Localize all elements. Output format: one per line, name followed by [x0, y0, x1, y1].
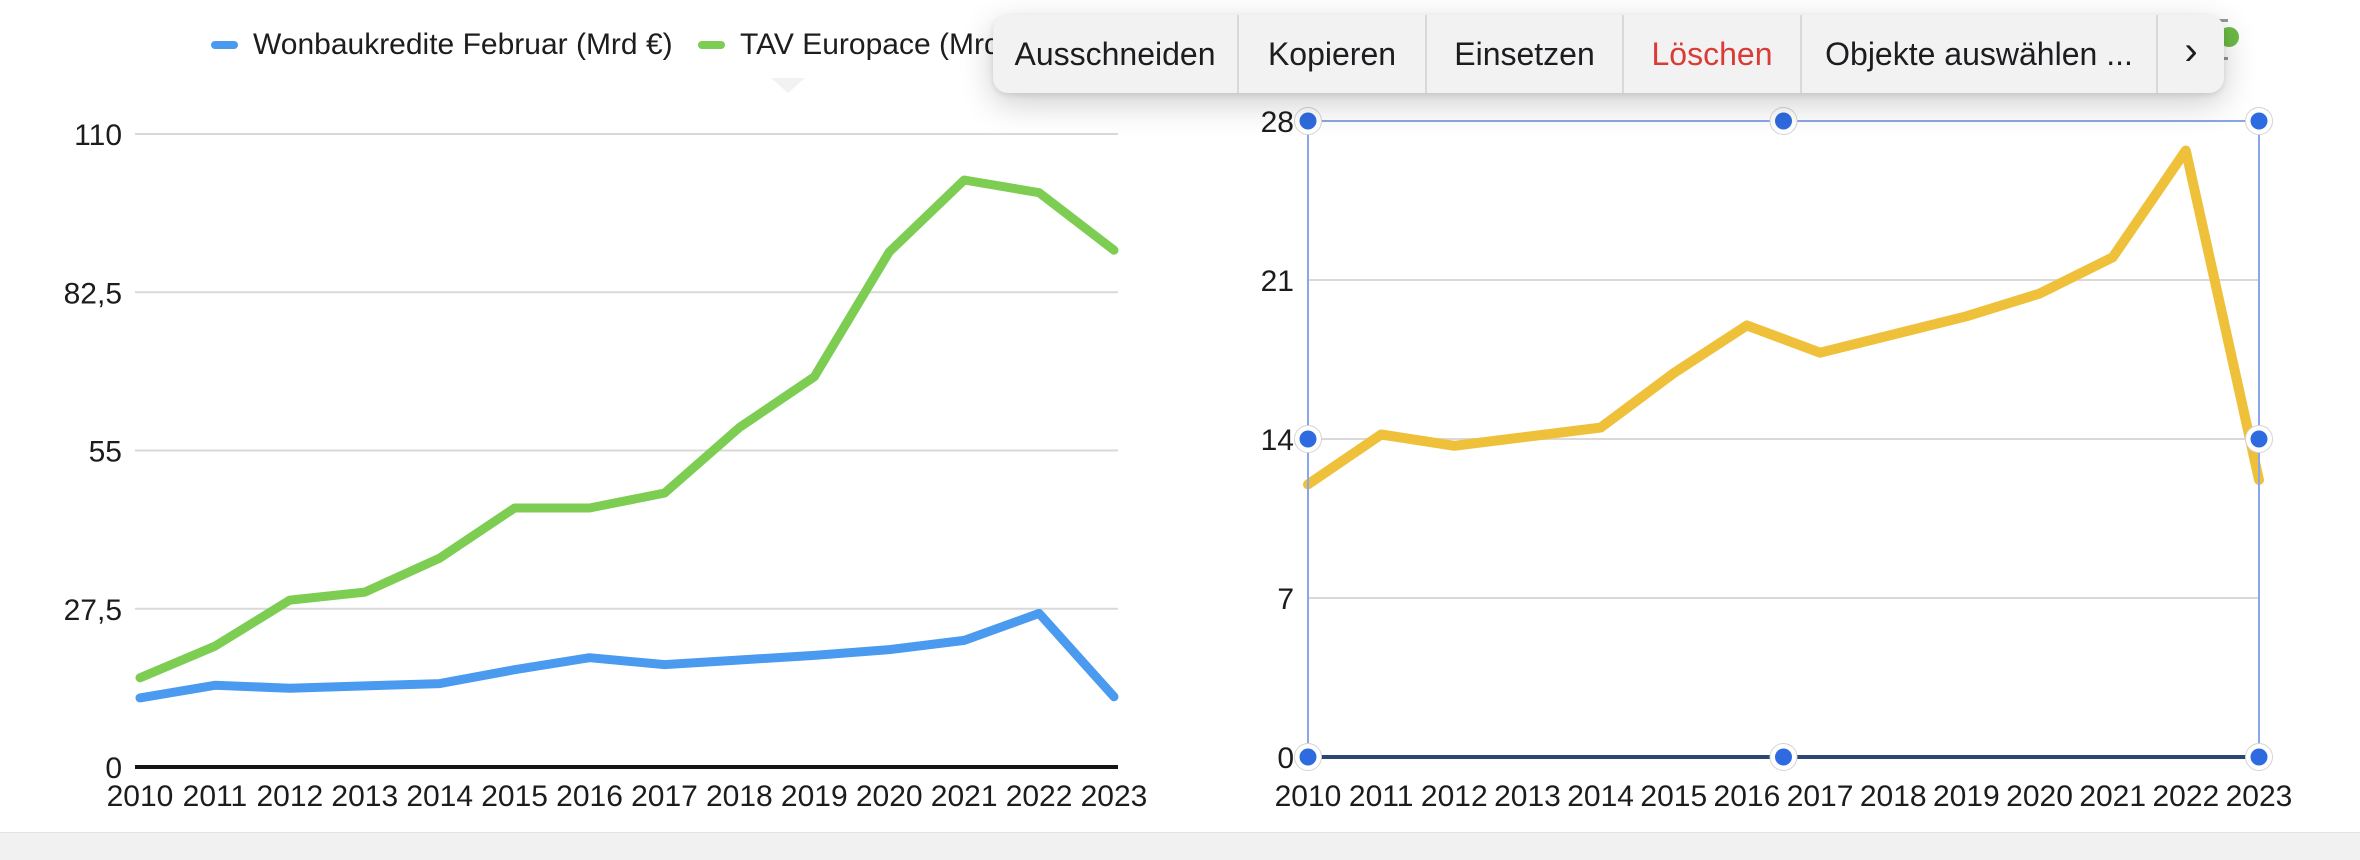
handle-dot-icon — [1299, 112, 1317, 130]
legend-dash-green — [698, 41, 725, 49]
handle-dot-icon — [2250, 112, 2268, 130]
handle-dot-icon — [1299, 430, 1317, 448]
x-tick-label: 2022 — [1006, 780, 1073, 813]
x-tick-label: 2023 — [2226, 780, 2293, 813]
legend-dash-blue — [211, 41, 238, 49]
y-tick-label: 0 — [105, 752, 122, 785]
y-tick-label: 27,5 — [64, 594, 122, 627]
selection-handle[interactable] — [2245, 107, 2273, 135]
x-tick-label: 2011 — [1349, 780, 1414, 813]
series-line-0[interactable] — [1303, 145, 2264, 490]
x-tick-label: 2020 — [856, 780, 923, 813]
menu-item-cut[interactable]: Ausschneiden — [993, 15, 1239, 93]
selection-overlay — [1294, 107, 2273, 771]
legend-item-wonbaukredite[interactable]: Wonbaukredite Februar (Mrd €) — [211, 27, 673, 63]
legend-label: Wonbaukredite Februar (Mrd €) — [253, 28, 673, 61]
x-tick-label: 2017 — [631, 780, 698, 813]
menu-item-paste[interactable]: Einsetzen — [1427, 15, 1624, 93]
y-tick-label: 21 — [1261, 265, 1294, 298]
x-tick-label: 2021 — [2079, 780, 2146, 813]
x-tick-label: 2013 — [331, 780, 398, 813]
x-tick-label: 2018 — [706, 780, 773, 813]
menu-item-select-objects[interactable]: Objekte auswählen ... — [1802, 15, 2158, 93]
y-tick-label: 82,5 — [64, 277, 122, 310]
series-line-0[interactable] — [135, 608, 1119, 703]
x-tick-label: 2019 — [781, 780, 848, 813]
x-tick-label: 2013 — [1494, 780, 1561, 813]
x-tick-label: 2021 — [931, 780, 998, 813]
x-tick-label: 2017 — [1787, 780, 1854, 813]
x-tick-label: 2011 — [183, 780, 248, 813]
gridlines — [135, 133, 1118, 769]
handle-dot-icon — [1775, 748, 1792, 766]
x-tick-label: 2023 — [1081, 780, 1148, 813]
menu-item-copy[interactable]: Kopieren — [1239, 15, 1427, 93]
y-tick-label: 7 — [1277, 583, 1294, 616]
x-tick-label: 2022 — [2152, 780, 2219, 813]
menu-item-label: Kopieren — [1267, 35, 1397, 72]
y-tick-label: 0 — [1277, 742, 1294, 775]
selection-handle[interactable] — [2245, 425, 2273, 453]
menu-item-label: › — [2184, 28, 2198, 73]
callout-notch-icon — [771, 78, 805, 93]
menu-item-label: Ausschneiden — [1014, 35, 1216, 72]
handle-dot-icon — [2250, 430, 2268, 448]
y-tick-label: 14 — [1261, 424, 1294, 457]
handle-dot-icon — [1775, 112, 1792, 130]
x-tick-label: 2012 — [1421, 780, 1488, 813]
series-line-1[interactable] — [135, 175, 1119, 683]
y-tick-label: 28 — [1261, 106, 1294, 139]
y-tick-label: 55 — [89, 436, 122, 469]
x-tick-label: 2014 — [406, 780, 473, 813]
legend-label: TAV Europace (Mrd €) — [740, 28, 1036, 61]
x-tick-label: 2015 — [1640, 780, 1707, 813]
selection-handle[interactable] — [1294, 107, 1322, 135]
x-tick-label: 2020 — [2006, 780, 2073, 813]
x-tick-label: 2010 — [107, 780, 174, 813]
legend-item-tav-europace[interactable]: TAV Europace (Mrd €) — [698, 27, 1036, 63]
menu-item-delete[interactable]: Löschen — [1624, 15, 1802, 93]
x-tick-label: 2016 — [1714, 780, 1781, 813]
handle-dot-icon — [2250, 748, 2268, 766]
x-tick-label: 2010 — [1275, 780, 1342, 813]
x-tick-label: 2018 — [1860, 780, 1927, 813]
edit-callout-menu: Ausschneiden Kopieren Einsetzen Löschen Obje… — [993, 15, 2224, 93]
menu-item-more[interactable]: › — [2158, 15, 2224, 93]
menu-item-label: Objekte auswählen ... — [1825, 35, 2133, 72]
bottom-window-strip — [0, 832, 2360, 860]
x-tick-label: 2019 — [1933, 780, 2000, 813]
x-tick-label: 2016 — [556, 780, 623, 813]
selection-handle[interactable] — [1769, 107, 1798, 135]
green-legend-dot[interactable] — [2219, 27, 2239, 47]
x-tick-label: 2012 — [256, 780, 323, 813]
selection-handle[interactable] — [1294, 425, 1322, 453]
menu-item-label: Einsetzen — [1454, 35, 1595, 72]
selection-handle[interactable] — [1769, 743, 1798, 771]
y-tick-label: 110 — [74, 119, 122, 152]
selection-handle[interactable] — [2245, 743, 2273, 771]
x-tick-label: 2014 — [1567, 780, 1634, 813]
selection-handle[interactable] — [1294, 743, 1322, 771]
axis-labels: 0 7 14 21 28 2010 2011 2012 2013 2014 2015 2016 2017… — [1261, 106, 2293, 813]
handle-dot-icon — [1299, 748, 1317, 766]
x-tick-label: 2015 — [481, 780, 548, 813]
right-chart-selected[interactable]: 0 7 14 21 28 2010 2011 2012 2013 2014 2015 2016 2017… — [1261, 106, 2293, 813]
gridlines — [1308, 279, 2259, 599]
menu-item-label: Löschen — [1651, 35, 1773, 72]
